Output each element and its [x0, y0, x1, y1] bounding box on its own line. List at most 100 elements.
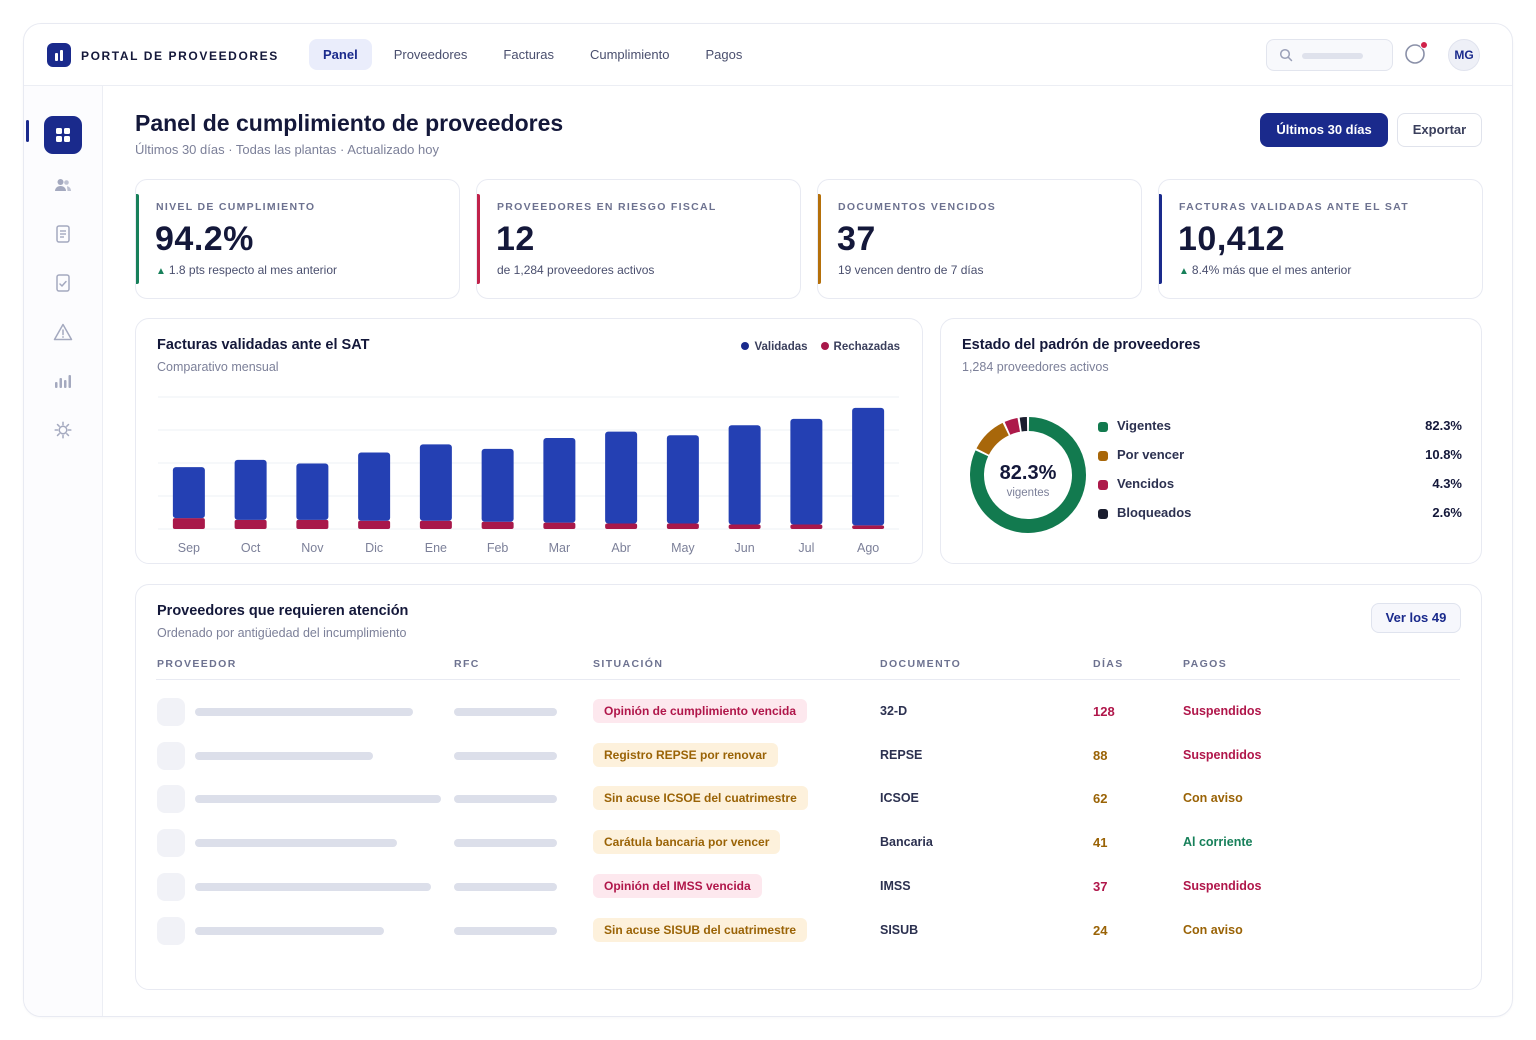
bar-validadas-ene[interactable] — [419, 444, 452, 521]
kpi-note: ▲ 1.8 pts respecto al mes anterior — [156, 263, 337, 277]
table-row[interactable]: Sin acuse SISUB del cuatrimestre SISUB 2… — [136, 911, 1481, 955]
export-button[interactable]: Exportar — [1397, 113, 1482, 147]
situation-badge: Opinión de cumplimiento vencida — [593, 699, 808, 723]
attention-title: Proveedores que requieren atención — [157, 603, 409, 619]
column-header-proveedor[interactable]: PROVEEDOR — [157, 658, 237, 670]
bar-rechazadas-dic[interactable] — [358, 520, 391, 529]
view-all-button[interactable]: Ver los 49 — [1371, 603, 1461, 633]
logo-icon[interactable] — [47, 43, 71, 67]
bar-validadas-feb[interactable] — [481, 448, 514, 522]
x-axis-tick-label: Mar — [549, 541, 571, 555]
bar-rechazadas-nov[interactable] — [296, 519, 329, 529]
bar-validadas-abr[interactable] — [605, 431, 638, 524]
bar-validadas-oct[interactable] — [234, 459, 267, 520]
situation-badge: Opinión del IMSS vencida — [593, 873, 762, 898]
bar-rechazadas-ene[interactable] — [419, 520, 452, 529]
bar-validadas-dic[interactable] — [358, 452, 391, 521]
days-cell: 62 — [1093, 791, 1108, 807]
kpi-value: 37 — [837, 220, 876, 258]
donut-segment-por-vencer[interactable] — [976, 422, 1010, 456]
sidebar-item-bar-chart[interactable] — [44, 362, 82, 400]
x-axis-tick-label: Sep — [178, 541, 200, 555]
bar-rechazadas-ago[interactable] — [852, 525, 885, 529]
date-range-button[interactable]: Últimos 30 días — [1260, 113, 1388, 147]
legend-item-por-vencer[interactable]: Por vencer 10.8% — [1098, 447, 1462, 476]
bar-rechazadas-jun[interactable] — [728, 524, 761, 529]
bar-validadas-may[interactable] — [666, 435, 699, 524]
nav-item-cumplimiento[interactable]: Cumplimiento — [589, 47, 670, 62]
supplier-status-title: Estado del padrón de proveedores — [962, 337, 1201, 353]
invoices-chart-subtitle: Comparativo mensual — [157, 360, 279, 374]
document-cell: SISUB — [880, 922, 919, 937]
table-row[interactable]: Opinión de cumplimiento vencida 32-D 128… — [136, 692, 1481, 736]
search-input[interactable] — [1266, 39, 1393, 71]
bar-validadas-jun[interactable] — [728, 425, 761, 525]
column-header-documento[interactable]: DOCUMENTO — [880, 658, 962, 670]
document-cell: REPSE — [880, 747, 923, 762]
bar-validadas-sep[interactable] — [172, 467, 205, 519]
warning-icon — [53, 323, 73, 341]
legend-item-vencidos[interactable]: Vencidos 4.3% — [1098, 476, 1462, 505]
legend-swatch — [1098, 451, 1108, 461]
column-header-situacion[interactable]: SITUACIÓN — [593, 658, 664, 670]
bar-validadas-ago[interactable] — [852, 407, 885, 526]
sidebar-item-users[interactable] — [44, 166, 82, 204]
kpi-value: 10,412 — [1178, 220, 1285, 258]
payments-status-cell: Al corriente — [1183, 835, 1253, 850]
search-icon — [1279, 48, 1293, 62]
notifications-icon[interactable] — [1404, 41, 1428, 65]
days-cell: 37 — [1093, 878, 1108, 894]
table-row[interactable]: Sin acuse ICSOE del cuatrimestre ICSOE 6… — [136, 779, 1481, 823]
x-axis-tick-label: Abr — [611, 541, 630, 555]
table-row[interactable]: Opinión del IMSS vencida IMSS 37 Suspend… — [136, 867, 1481, 911]
nav-item-pagos[interactable]: Pagos — [705, 47, 743, 62]
supplier-avatar-placeholder — [157, 916, 185, 945]
table-row[interactable]: Registro REPSE por renovar REPSE 88 Susp… — [136, 736, 1481, 780]
bar-validadas-jul[interactable] — [790, 418, 823, 525]
bar-rechazadas-may[interactable] — [666, 523, 699, 529]
bar-validadas-nov[interactable] — [296, 463, 329, 520]
nav-item-facturas[interactable]: Facturas — [503, 47, 554, 62]
donut-segment-vigentes[interactable] — [970, 417, 1086, 533]
legend-item-bloqueados[interactable]: Bloqueados 2.6% — [1098, 505, 1462, 534]
sidebar-item-warning[interactable] — [44, 313, 82, 351]
supplier-name-placeholder — [195, 882, 431, 891]
bar-rechazadas-oct[interactable] — [234, 519, 267, 529]
supplier-avatar-placeholder — [157, 741, 185, 770]
kpi-accent-bar — [818, 194, 821, 284]
nav-item-panel[interactable]: Panel — [309, 39, 372, 70]
sidebar-item-settings[interactable] — [44, 411, 82, 449]
bar-rechazadas-abr[interactable] — [605, 523, 638, 529]
column-header-pagos[interactable]: PAGOS — [1183, 658, 1228, 670]
situation-badge: Sin acuse SISUB del cuatrimestre — [593, 917, 808, 942]
table-row[interactable]: Carátula bancaria por vencer Bancaria 41… — [136, 823, 1481, 867]
bar-rechazadas-mar[interactable] — [543, 522, 576, 529]
rfc-placeholder — [454, 839, 557, 848]
x-axis-tick-label: Feb — [487, 541, 509, 555]
column-header-rfc[interactable]: RFC — [454, 658, 480, 670]
donut-segment-vencidos[interactable] — [1004, 417, 1021, 435]
x-axis-tick-label: Oct — [241, 541, 261, 555]
supplier-name-placeholder — [195, 751, 373, 760]
bar-rechazadas-jul[interactable] — [790, 524, 823, 529]
legend-item-validadas: Validadas — [741, 341, 808, 353]
sidebar-item-grid[interactable] — [44, 116, 82, 154]
column-header-dias[interactable]: DÍAS — [1093, 658, 1124, 670]
x-axis-tick-label: May — [671, 541, 695, 555]
kpi-value: 12 — [496, 220, 535, 258]
donut-segment-bloqueados[interactable] — [1019, 417, 1028, 432]
sidebar-item-document[interactable] — [44, 215, 82, 253]
user-avatar[interactable]: MG — [1448, 39, 1480, 71]
sidebar-active-marker — [26, 120, 29, 142]
kpi-note: 19 vencen dentro de 7 días — [838, 263, 984, 277]
situation-badge: Registro REPSE por renovar — [593, 742, 778, 767]
payments-status-cell: Con aviso — [1183, 791, 1243, 806]
bar-rechazadas-feb[interactable] — [481, 521, 514, 529]
legend-item-vigentes[interactable]: Vigentes 82.3% — [1098, 418, 1462, 447]
bar-rechazadas-sep[interactable] — [172, 518, 205, 529]
sidebar-item-document-check[interactable] — [44, 264, 82, 302]
supplier-avatar-placeholder — [157, 829, 185, 858]
nav-item-proveedores[interactable]: Proveedores — [393, 47, 468, 62]
invoices-chart-card: Facturas validadas ante el SAT Comparati… — [135, 318, 923, 564]
bar-validadas-mar[interactable] — [543, 437, 576, 523]
